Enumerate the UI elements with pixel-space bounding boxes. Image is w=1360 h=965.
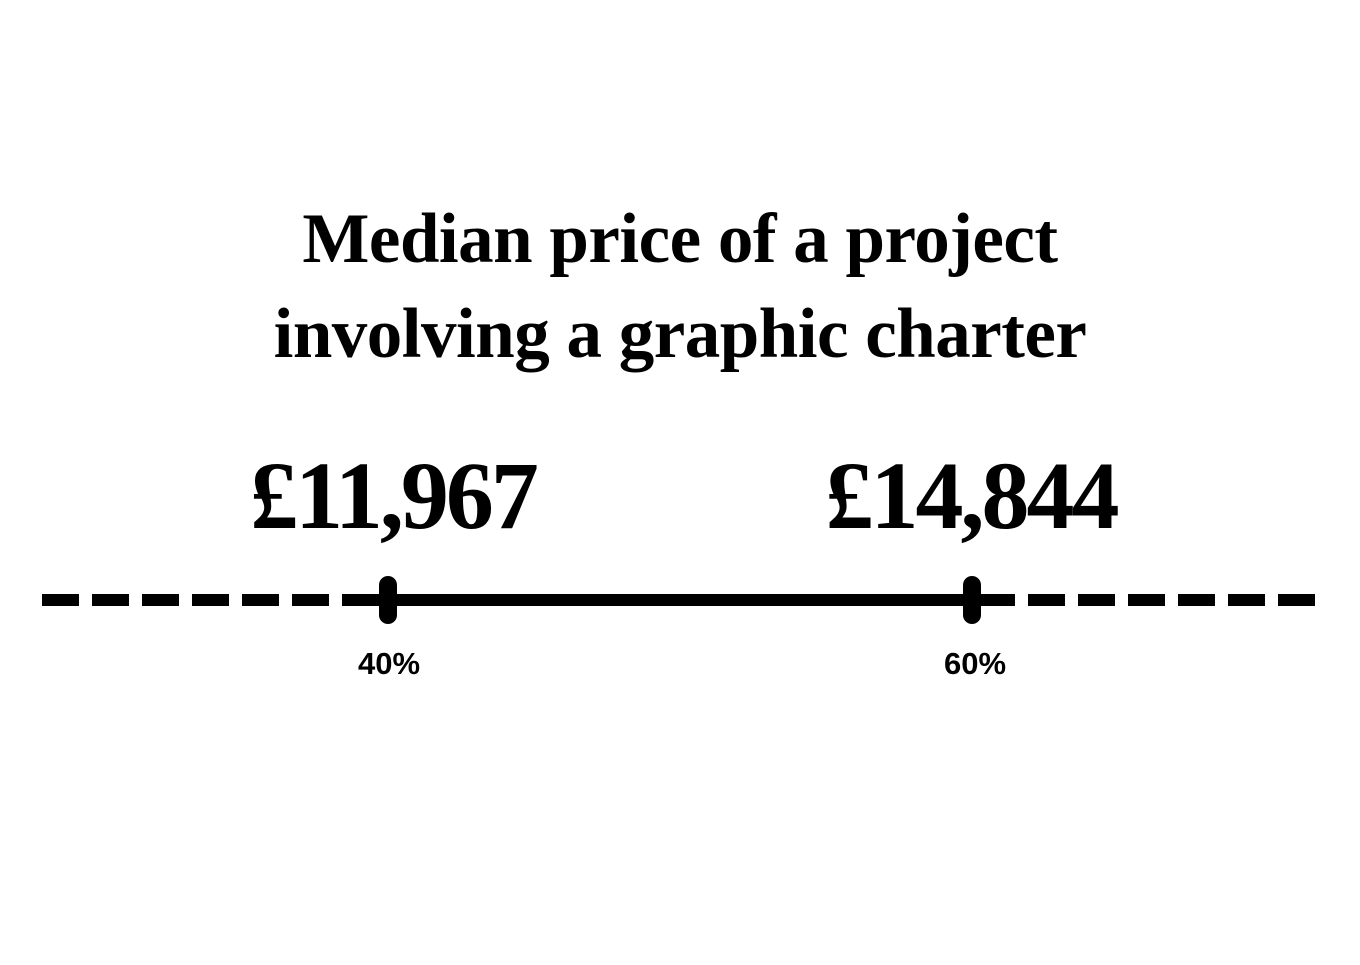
- percentile-label-40: 40%: [357, 646, 421, 681]
- price-label-60th-percentile: £14,844: [825, 442, 1120, 549]
- price-label-40th-percentile: £11,967: [250, 442, 539, 549]
- percentile-label-60: 60%: [943, 646, 1007, 681]
- chart-title: Median price of a project involving a gr…: [0, 192, 1360, 382]
- tick-marker-60: [963, 576, 981, 624]
- tick-marker-40: [379, 576, 397, 624]
- chart-title-line-2: involving a graphic charter: [273, 295, 1087, 373]
- chart-title-line-1: Median price of a project: [302, 200, 1058, 278]
- range-axis: [42, 576, 1315, 624]
